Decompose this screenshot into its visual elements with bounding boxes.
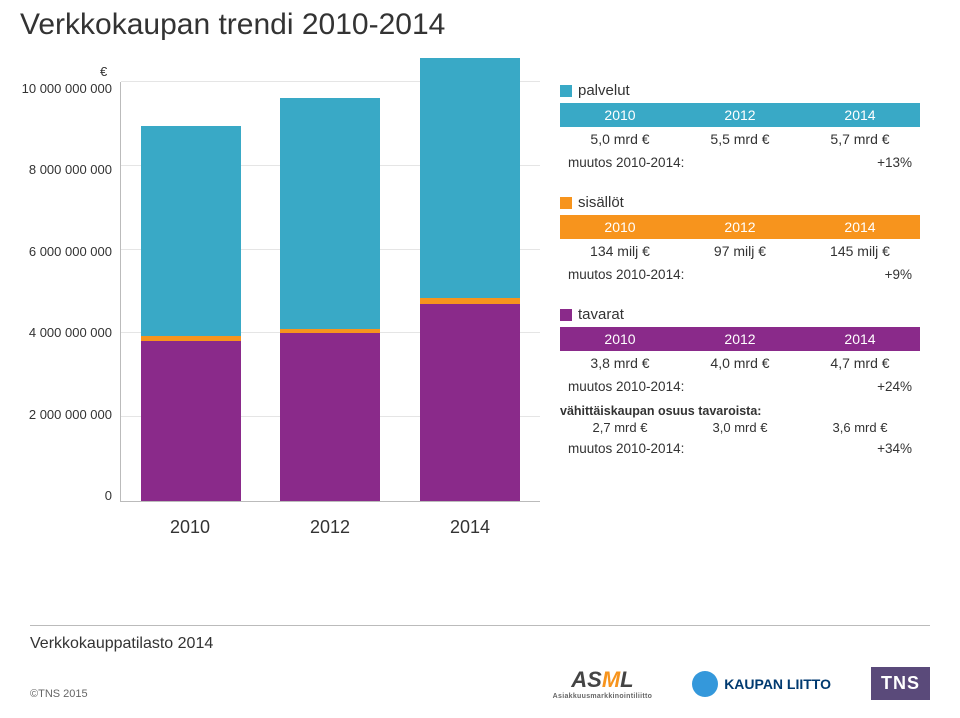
bar-segment-tavarat [280,333,380,501]
y-tick: 0 [20,489,112,502]
footer-logos: ASML Asiakkuusmarkkinointiliitto KAUPAN … [553,667,930,700]
legend-marker-icon [560,309,572,321]
x-tick: 2010 [170,517,210,538]
table-header-row: 201020122014 [560,103,920,127]
table-value-row: 3,8 mrd €4,0 mrd €4,7 mrd € [560,351,920,375]
table-header-cell: 2014 [800,215,920,239]
sub-muutos-value: +34% [795,437,920,460]
sub-value-cell: 3,0 mrd € [680,418,800,437]
sub-value-cell: 3,6 mrd € [800,418,920,437]
table-header-row: 201020122014 [560,327,920,351]
bar-segment-tavarat [420,304,520,501]
table-value-cell: 97 milj € [680,239,800,263]
sub-value-cell: 2,7 mrd € [560,418,680,437]
muutos-value: +9% [795,263,920,286]
table-title: tavarat [560,306,920,323]
table-muutos-row: muutos 2010-2014:+9% [560,263,920,286]
bar [280,98,380,501]
y-tick: 6 000 000 000 [20,245,112,258]
bar [420,58,520,501]
sub-muutos-label: muutos 2010-2014: [560,437,795,460]
table-value-cell: 5,7 mrd € [800,127,920,151]
kaupan-icon [692,671,718,697]
table-header-cell: 2014 [800,103,920,127]
y-axis-labels: 10 000 000 000 8 000 000 000 6 000 000 0… [20,82,120,502]
table-header-cell: 2010 [560,327,680,351]
muutos-label: muutos 2010-2014: [560,263,795,286]
table-value-row: 5,0 mrd €5,5 mrd €5,7 mrd € [560,127,920,151]
legend-marker-icon [560,197,572,209]
kaupan-text: KAUPAN LIITTO [724,676,831,692]
y-tick: 8 000 000 000 [20,163,112,176]
table-value-cell: 3,8 mrd € [560,351,680,375]
footer-divider [30,625,930,626]
table-value-cell: 5,5 mrd € [680,127,800,151]
table-value-cell: 134 milj € [560,239,680,263]
legend-marker-icon [560,85,572,97]
muutos-label: muutos 2010-2014: [560,151,795,174]
asml-sub: Asiakkuusmarkkinointiliitto [553,693,653,700]
content-row: € 10 000 000 000 8 000 000 000 6 000 000… [0,42,960,542]
table-muutos-row: muutos 2010-2014:+24% [560,375,920,398]
y-tick: 2 000 000 000 [20,408,112,421]
table-value-row: 134 milj €97 milj €145 milj € [560,239,920,263]
logo-asml: ASML Asiakkuusmarkkinointiliitto [553,667,653,700]
table-muutos-row: muutos 2010-2014:+13% [560,151,920,174]
table-value-cell: 4,0 mrd € [680,351,800,375]
table-header-cell: 2012 [680,327,800,351]
table-palvelut: palvelut2010201220145,0 mrd €5,5 mrd €5,… [560,82,920,174]
table-sisallot: sisällöt201020122014134 milj €97 milj €1… [560,194,920,286]
muutos-value: +24% [795,375,920,398]
table-header-cell: 2012 [680,103,800,127]
page-title: Verkkokaupan trendi 2010-2014 [0,0,960,42]
table-header-cell: 2010 [560,103,680,127]
table-title: sisällöt [560,194,920,211]
table-header-cell: 2010 [560,215,680,239]
table-title-text: tavarat [578,306,624,323]
table-title-text: palvelut [578,82,630,99]
muutos-label: muutos 2010-2014: [560,375,795,398]
table-header-cell: 2012 [680,215,800,239]
bar-segment-tavarat [141,341,241,501]
y-currency-label: € [100,64,107,79]
x-tick: 2014 [450,517,490,538]
sub-note: vähittäiskaupan osuus tavaroista: [560,404,920,418]
plot-area [120,82,540,502]
y-tick: 10 000 000 000 [20,82,112,95]
bar [141,126,241,501]
side-tables: palvelut2010201220145,0 mrd €5,5 mrd €5,… [560,82,940,542]
table-title-text: sisällöt [578,194,624,211]
bars-container [121,82,540,501]
logo-tns: TNS [871,667,930,700]
table-value-cell: 4,7 mrd € [800,351,920,375]
sub-values-row: 2,7 mrd €3,0 mrd €3,6 mrd € [560,418,920,437]
table-header-cell: 2014 [800,327,920,351]
table-tavarat: tavarat2010201220143,8 mrd €4,0 mrd €4,7… [560,306,920,460]
footer-title: Verkkokauppatilasto 2014 [30,635,213,653]
table-header-row: 201020122014 [560,215,920,239]
asml-text: ASML [571,667,633,693]
copyright: ©TNS 2015 [30,688,88,700]
logo-kaupan: KAUPAN LIITTO [692,671,831,697]
table-value-cell: 145 milj € [800,239,920,263]
table-value-cell: 5,0 mrd € [560,127,680,151]
x-axis-labels: 2010 2012 2014 [120,512,540,542]
bar-segment-palvelut [280,98,380,329]
muutos-value: +13% [795,151,920,174]
bar-segment-palvelut [141,126,241,336]
x-tick: 2012 [310,517,350,538]
bar-segment-palvelut [420,58,520,297]
chart-area: € 10 000 000 000 8 000 000 000 6 000 000… [20,82,540,542]
table-title: palvelut [560,82,920,99]
sub-muutos-row: muutos 2010-2014:+34% [560,437,920,460]
y-tick: 4 000 000 000 [20,326,112,339]
